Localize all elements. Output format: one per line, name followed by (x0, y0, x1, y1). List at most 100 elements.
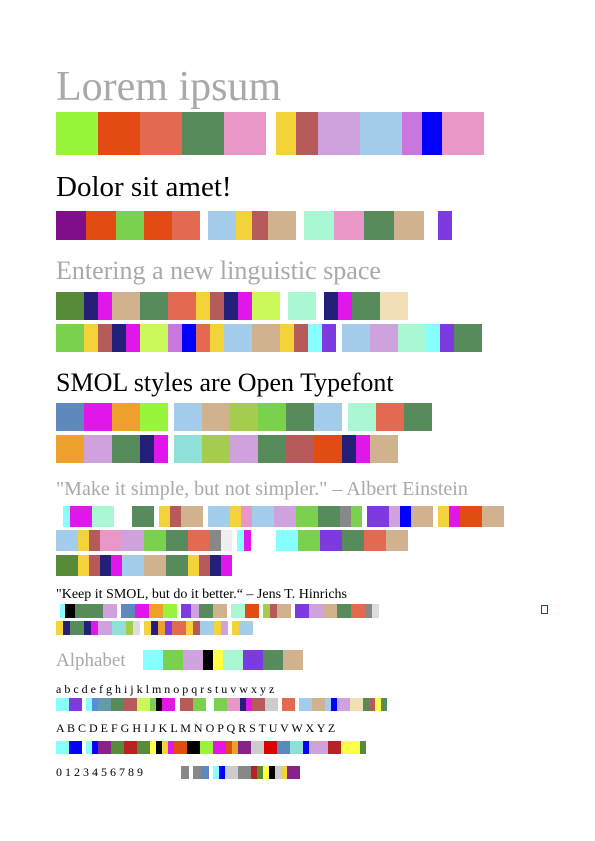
glyph-block (236, 211, 252, 240)
glyph-block (56, 435, 84, 463)
glyph-block (191, 604, 199, 618)
glyph-block (140, 435, 154, 463)
glyph-block (258, 403, 286, 431)
glyph-block (348, 403, 376, 431)
glyph-block (199, 555, 210, 576)
strip-einstein-1 (56, 506, 504, 527)
text-cursor-marker (541, 605, 548, 614)
glyph-block (213, 766, 219, 779)
glyph-block (224, 324, 252, 352)
glyph-block (188, 530, 210, 551)
glyph-block (168, 324, 182, 352)
glyph-block (370, 324, 398, 352)
glyph-block (132, 506, 154, 527)
glyph-block (170, 506, 181, 527)
glyph-block (231, 604, 245, 618)
glyph-block (208, 506, 230, 527)
glyph-block (325, 698, 331, 711)
glyph-block (375, 698, 381, 711)
glyph-block (213, 741, 226, 754)
glyph-block (277, 604, 291, 618)
lowercase-letters: a b c d e f g h i j k l m n o p q r s t … (56, 682, 275, 696)
glyph-block (303, 741, 309, 754)
glyph-block (100, 530, 122, 551)
glyph-block (144, 621, 151, 635)
glyph-block (159, 506, 170, 527)
glyph-block (275, 766, 281, 779)
glyph-block (84, 403, 112, 431)
glyph-block (251, 741, 264, 754)
glyph-block (89, 530, 100, 551)
glyph-block (214, 698, 227, 711)
glyph-block (187, 741, 200, 754)
uppercase-letters: A B C D E F G H I J K L M N O P Q R S T … (56, 721, 336, 735)
glyph-block (265, 698, 278, 711)
glyph-block (56, 530, 78, 551)
glyph-block (165, 621, 172, 635)
glyph-block (162, 698, 175, 711)
glyph-block (89, 604, 103, 618)
glyph-block (331, 698, 337, 711)
glyph-block (312, 698, 325, 711)
glyph-block (369, 698, 375, 711)
glyph-block (356, 435, 370, 463)
glyph-block (181, 604, 191, 618)
strip-alphabet (143, 650, 303, 670)
glyph-block (180, 698, 193, 711)
glyph-block (386, 530, 408, 551)
glyph-block (224, 112, 266, 155)
glyph-block (137, 698, 150, 711)
glyph-block (460, 506, 482, 527)
strip-hinrichs-1 (56, 604, 379, 618)
glyph-block (232, 621, 239, 635)
glyph-block (174, 741, 187, 754)
glyph-block (252, 324, 280, 352)
glyph-block (263, 650, 283, 670)
glyph-block (245, 604, 259, 618)
glyph-space (266, 112, 276, 155)
strip-lowercase (56, 698, 387, 711)
glyph-block (162, 741, 168, 754)
glyph-block (225, 766, 238, 779)
glyph-block (263, 766, 269, 779)
glyph-block (56, 555, 78, 576)
glyph-block (186, 621, 193, 635)
glyph-block (89, 555, 100, 576)
glyph-block (158, 621, 165, 635)
glyph-block (174, 403, 202, 431)
glyph-block (111, 741, 124, 754)
glyph-block (166, 555, 188, 576)
glyph-block (226, 741, 232, 754)
glyph-block (210, 292, 224, 320)
glyph-block (230, 403, 258, 431)
glyph-block (334, 211, 364, 240)
glyph-block (338, 292, 352, 320)
glyph-block (200, 741, 213, 754)
glyph-block (126, 621, 133, 635)
glyph-block (342, 324, 370, 352)
glyph-block (78, 555, 89, 576)
glyph-block (340, 506, 351, 527)
glyph-block (318, 506, 340, 527)
glyph-block (372, 604, 379, 618)
glyph-block (202, 435, 230, 463)
glyph-block (482, 506, 504, 527)
glyph-block (280, 324, 294, 352)
glyph-block (243, 650, 263, 670)
glyph-block (166, 530, 188, 551)
glyph-block (98, 621, 112, 635)
glyph-block (56, 403, 84, 431)
glyph-block (449, 506, 460, 527)
glyph-space (280, 292, 288, 320)
glyph-block (400, 506, 411, 527)
glyph-block (188, 555, 199, 576)
glyph-block (376, 403, 404, 431)
strip-entering-1 (56, 292, 408, 320)
strip-entering-2 (56, 324, 482, 352)
glyph-block (252, 698, 265, 711)
glyph-block (100, 555, 111, 576)
glyph-block (244, 530, 251, 551)
glyph-block (223, 650, 243, 670)
glyph-block (150, 741, 156, 754)
heading-alphabet: Alphabet (56, 650, 126, 671)
